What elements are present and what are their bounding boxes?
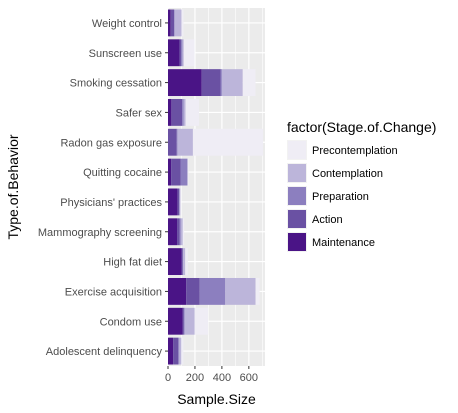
plot-area: [168, 8, 265, 366]
bar-segment-maintenance: [168, 39, 179, 66]
bar-segment-action: [173, 338, 178, 365]
bar-segment-maintenance: [168, 159, 171, 186]
bar-segment-precontemplation: [185, 248, 188, 275]
legend-label: Precontemplation: [312, 145, 398, 157]
bar-segment-action: [177, 188, 179, 215]
bar-segment-maintenance: [168, 308, 183, 335]
y-tick-label: Exercise acquisition: [65, 286, 162, 298]
y-tick-label: Sunscreen use: [89, 48, 162, 60]
bar-segment-precontemplation: [181, 338, 183, 365]
bar-segment-contemplation: [185, 308, 195, 335]
legend-swatch: [288, 141, 306, 159]
bar-segment-contemplation: [180, 188, 181, 215]
bar-segment-precontemplation: [188, 159, 189, 186]
bar-segment-maintenance: [168, 188, 177, 215]
bar-segment-contemplation: [182, 39, 183, 66]
legend-swatch: [288, 210, 306, 228]
x-axis-title: Sample.Size: [177, 391, 256, 407]
bar-segment-maintenance: [168, 9, 171, 36]
bar-segment-maintenance: [168, 248, 181, 275]
bar-segment-maintenance: [168, 218, 177, 245]
bar-segment-precontemplation: [195, 308, 208, 335]
x-axis-ticks: 0 200 400 600: [165, 366, 258, 384]
bar-segment-preparation: [174, 9, 175, 36]
legend-title: factor(Stage.of.Change): [287, 119, 436, 135]
bar-segment-contemplation: [187, 159, 188, 186]
legend: factor(Stage.of.Change) Precontemplation…: [287, 119, 436, 252]
y-tick-label: Radon gas exposure: [60, 137, 162, 149]
bar-segment-preparation: [183, 248, 184, 275]
legend-swatch: [288, 164, 306, 182]
bar-segment-action: [168, 129, 177, 156]
bar-segment-precontemplation: [183, 218, 184, 245]
y-axis-title: Type.of.Behavior: [5, 134, 21, 239]
bar-segment-precontemplation: [186, 99, 199, 126]
bar-segment-precontemplation: [184, 39, 195, 66]
bar-segment-precontemplation: [180, 188, 181, 215]
legend-label: Contemplation: [312, 168, 383, 180]
bar-segment-precontemplation: [256, 278, 260, 305]
bar-segment-preparation: [179, 188, 180, 215]
legend-label: Action: [312, 214, 343, 226]
bar-segment-preparation: [179, 218, 180, 245]
legend-label: Preparation: [312, 191, 369, 203]
bar-segment-action: [179, 39, 181, 66]
y-tick-label: Quitting cocaine: [83, 167, 162, 179]
bar-segment-contemplation: [222, 69, 243, 96]
bar-segment-preparation: [181, 39, 182, 66]
bar-segment-contemplation: [225, 278, 255, 305]
bar-segment-contemplation: [179, 338, 181, 365]
bar-segment-maintenance: [168, 278, 186, 305]
legend-swatch: [288, 187, 306, 205]
bar-segment-action: [202, 69, 221, 96]
y-tick-label: Weight control: [92, 18, 162, 30]
bar-segment-action: [171, 9, 174, 36]
x-tick-label: 400: [213, 372, 231, 384]
y-tick-label: Physicians' practices: [60, 197, 162, 209]
bar-segment-maintenance: [168, 99, 171, 126]
bar-segment-contemplation: [175, 9, 182, 36]
bar-segment-precontemplation: [193, 129, 263, 156]
bar-segment-preparation: [184, 308, 185, 335]
y-axis-ticks: Adolescent delinquency Condom use Exercise…: [38, 18, 168, 358]
bar-segment-action: [171, 159, 180, 186]
bar-segment-maintenance: [168, 338, 173, 365]
bar-segment-maintenance: [168, 69, 202, 96]
bar-segment-preparation: [182, 99, 183, 126]
bar-segment-contemplation: [177, 129, 192, 156]
bar-segment-precontemplation: [181, 9, 183, 36]
bar-segment-precontemplation: [243, 69, 256, 96]
x-tick-label: 0: [165, 372, 171, 384]
y-tick-label: Smoking cessation: [70, 78, 162, 90]
bar-segment-contemplation: [183, 248, 185, 275]
legend-items: Precontemplation Contemplation Preparation…: [287, 140, 398, 252]
y-tick-label: Safer sex: [116, 107, 163, 119]
y-tick-label: Adolescent delinquency: [46, 346, 163, 358]
bar-segment-preparation: [177, 129, 178, 156]
y-tick-label: High fat diet: [103, 257, 162, 269]
bar-segment-action: [186, 278, 199, 305]
bar-segment-contemplation: [181, 218, 183, 245]
bar-segment-preparation: [181, 159, 188, 186]
x-tick-label: 600: [240, 372, 258, 384]
x-tick-label: 200: [186, 372, 204, 384]
legend-label: Maintenance: [312, 237, 375, 249]
bar-segment-preparation: [200, 278, 226, 305]
bar-segment-preparation: [221, 69, 222, 96]
bar-segment-action: [171, 99, 182, 126]
y-tick-label: Condom use: [100, 316, 162, 328]
bar-segment-action: [183, 308, 184, 335]
bar-segment-action: [177, 218, 179, 245]
bar-segment-contemplation: [183, 99, 185, 126]
bar-segment-preparation: [178, 338, 179, 365]
legend-swatch: [288, 233, 306, 251]
bar-segment-action: [181, 248, 182, 275]
y-tick-label: Mammography screening: [38, 227, 162, 239]
